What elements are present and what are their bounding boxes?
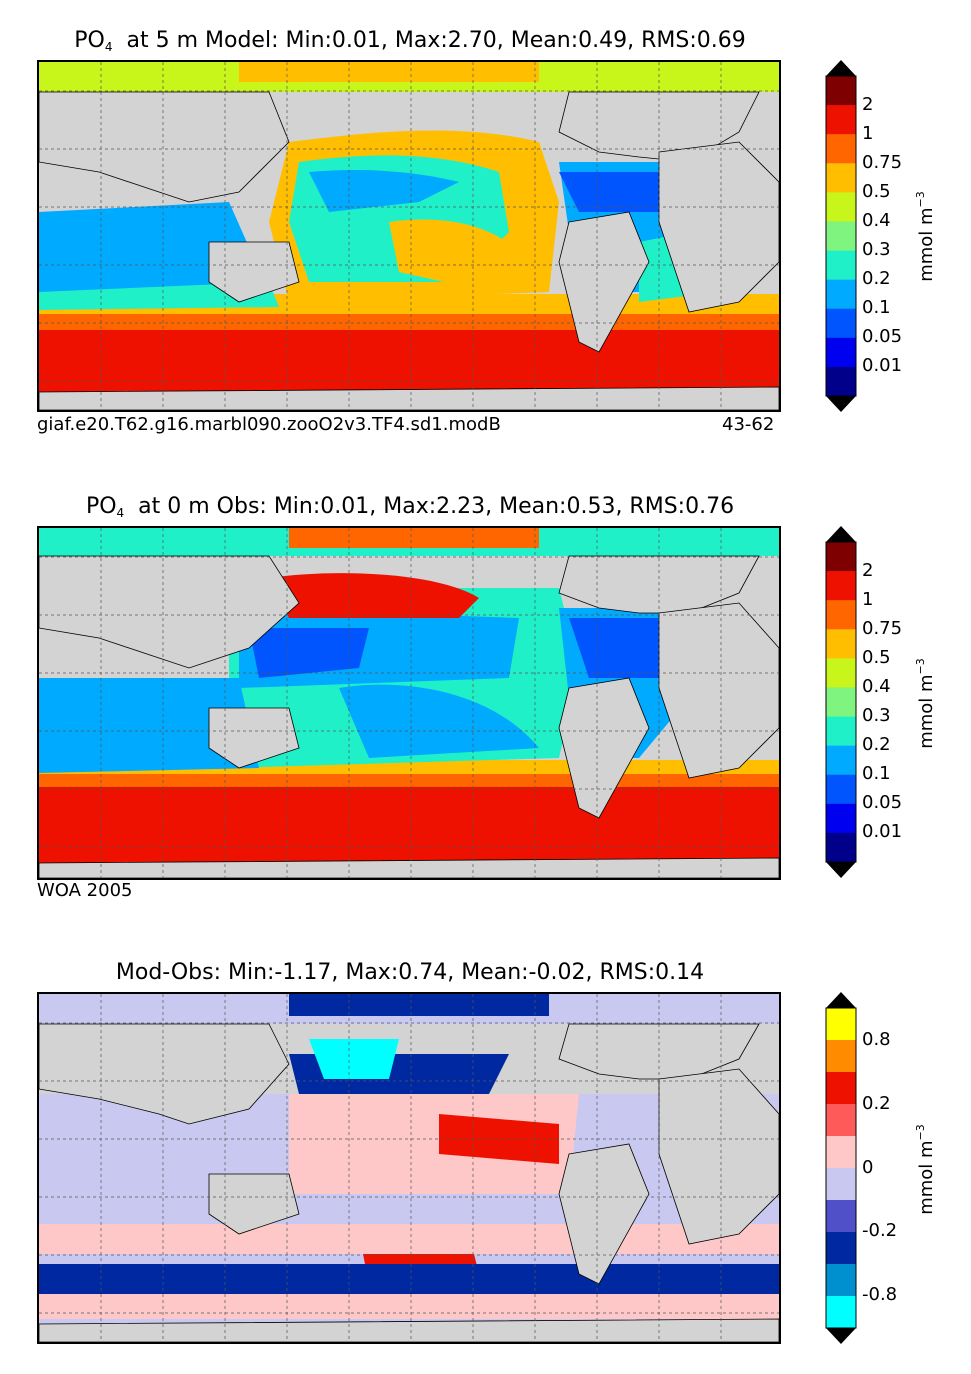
diff-map-field	[39, 994, 779, 1342]
colorbar-swatch	[826, 832, 856, 863]
colorbar-swatch	[826, 308, 856, 339]
colorbar-extend-min	[826, 396, 856, 412]
obs-map	[37, 526, 781, 880]
colorbar-swatch	[826, 716, 856, 747]
model-colorbar-swatches	[825, 60, 857, 412]
colorbar-swatch	[826, 134, 856, 164]
diff-panel-title: Mod-Obs: Min:-1.17, Max:0.74, Mean:-0.02…	[0, 960, 820, 985]
colorbar-swatch	[826, 745, 856, 776]
obs-colorbar-swatches	[825, 526, 857, 878]
colorbar-swatch	[826, 250, 856, 281]
colorbar-swatch	[826, 279, 856, 310]
colorbar-swatch	[826, 1072, 856, 1105]
title-subscript: 4	[116, 506, 125, 520]
model-map	[37, 60, 781, 412]
colorbar-swatch	[826, 774, 856, 805]
obs-colorbar-unit: mmol m−3	[914, 658, 937, 749]
colorbar-extend-max	[826, 992, 856, 1008]
title-subscript: 4	[104, 40, 113, 54]
colorbar-tick-label: 0.01	[862, 355, 903, 376]
colorbar-tick-label: 0.75	[862, 618, 903, 639]
colorbar-swatch	[826, 105, 856, 135]
title-species: PO	[85, 494, 117, 519]
unit-superscript: −3	[913, 1124, 927, 1141]
colorbar-tick-label: 0.5	[862, 181, 891, 202]
unit-base: mmol m	[915, 207, 937, 282]
title-species: PO	[74, 28, 105, 53]
model-colorbar-unit: mmol m−3	[914, 191, 937, 282]
colorbar-swatch	[826, 337, 856, 368]
colorbar-swatch	[826, 629, 856, 659]
colorbar-swatch	[826, 163, 856, 193]
colorbar-tick-label: 2	[862, 560, 874, 581]
title-stats: at 5 m Model: Min:0.01, Max:2.70, Mean:0…	[112, 28, 746, 53]
colorbar-tick-label: -0.8	[862, 1284, 898, 1305]
colorbar-tick-label: 2	[862, 94, 874, 115]
model-colorbar	[825, 60, 857, 412]
colorbar-extend-max	[826, 526, 856, 542]
colorbar-swatch	[826, 1136, 856, 1169]
colorbar-swatch	[826, 1104, 856, 1137]
diff-colorbar-unit: mmol m−3	[914, 1124, 937, 1215]
obs-panel-title: PO4 at 0 m Obs: Min:0.01, Max:2.23, Mean…	[0, 494, 820, 520]
colorbar-swatch	[826, 1264, 856, 1297]
model-panel-title: PO4 at 5 m Model: Min:0.01, Max:2.70, Me…	[0, 28, 820, 54]
colorbar-tick-label: 0.4	[862, 676, 891, 697]
model-map-field	[39, 62, 779, 410]
colorbar-tick-label: 0.75	[862, 152, 903, 173]
colorbar-swatch	[826, 366, 856, 397]
colorbar-extend-min	[826, 862, 856, 878]
unit-superscript: −3	[913, 658, 927, 675]
colorbar-swatch	[826, 1296, 856, 1329]
colorbar-tick-label: 0.2	[862, 734, 891, 755]
colorbar-swatch	[826, 803, 856, 834]
colorbar-swatch	[826, 571, 856, 601]
unit-base: mmol m	[915, 1140, 937, 1215]
colorbar-swatch	[826, 76, 856, 106]
colorbar-tick-label: 0.1	[862, 297, 891, 318]
diff-map	[37, 992, 781, 1344]
colorbar-swatch	[826, 1200, 856, 1233]
colorbar-tick-label: 0.05	[862, 792, 903, 813]
colorbar-swatch	[826, 1168, 856, 1201]
colorbar-tick-label: -0.2	[862, 1220, 898, 1241]
colorbar-extend-min	[826, 1328, 856, 1344]
obs-caption-source: WOA 2005	[37, 880, 133, 901]
colorbar-tick-label: 0.01	[862, 821, 903, 842]
title-stats: at 0 m Obs: Min:0.01, Max:2.23, Mean:0.5…	[124, 494, 735, 519]
title-stats: Mod-Obs: Min:-1.17, Max:0.74, Mean:-0.02…	[115, 960, 705, 985]
colorbar-swatch	[826, 687, 856, 718]
colorbar-tick-label: 0.8	[862, 1029, 891, 1050]
unit-base: mmol m	[915, 674, 937, 749]
colorbar-swatch	[826, 1232, 856, 1265]
colorbar-tick-label: 1	[862, 589, 874, 610]
colorbar-tick-label: 0.2	[862, 1093, 891, 1114]
colorbar-swatch	[826, 658, 856, 688]
model-caption-run: giaf.e20.T62.g16.marbl090.zooO2v3.TF4.sd…	[37, 414, 501, 435]
colorbar-tick-label: 0.4	[862, 210, 891, 231]
obs-map-field	[39, 528, 779, 878]
colorbar-swatch	[826, 1008, 856, 1041]
colorbar-tick-label: 0.5	[862, 647, 891, 668]
model-caption-years: 43-62	[722, 414, 775, 435]
colorbar-tick-label: 0	[862, 1157, 874, 1178]
diff-colorbar	[825, 992, 857, 1344]
colorbar-swatch	[826, 221, 856, 252]
obs-colorbar	[825, 526, 857, 878]
colorbar-extend-max	[826, 60, 856, 76]
colorbar-tick-label: 0.1	[862, 763, 891, 784]
colorbar-tick-label: 0.05	[862, 326, 903, 347]
colorbar-tick-label: 1	[862, 123, 874, 144]
diff-colorbar-swatches	[825, 992, 857, 1344]
colorbar-swatch	[826, 542, 856, 572]
colorbar-tick-label: 0.2	[862, 268, 891, 289]
colorbar-swatch	[826, 600, 856, 630]
colorbar-tick-label: 0.3	[862, 705, 891, 726]
colorbar-tick-label: 0.3	[862, 239, 891, 260]
colorbar-swatch	[826, 192, 856, 222]
unit-superscript: −3	[913, 191, 927, 208]
colorbar-swatch	[826, 1040, 856, 1073]
